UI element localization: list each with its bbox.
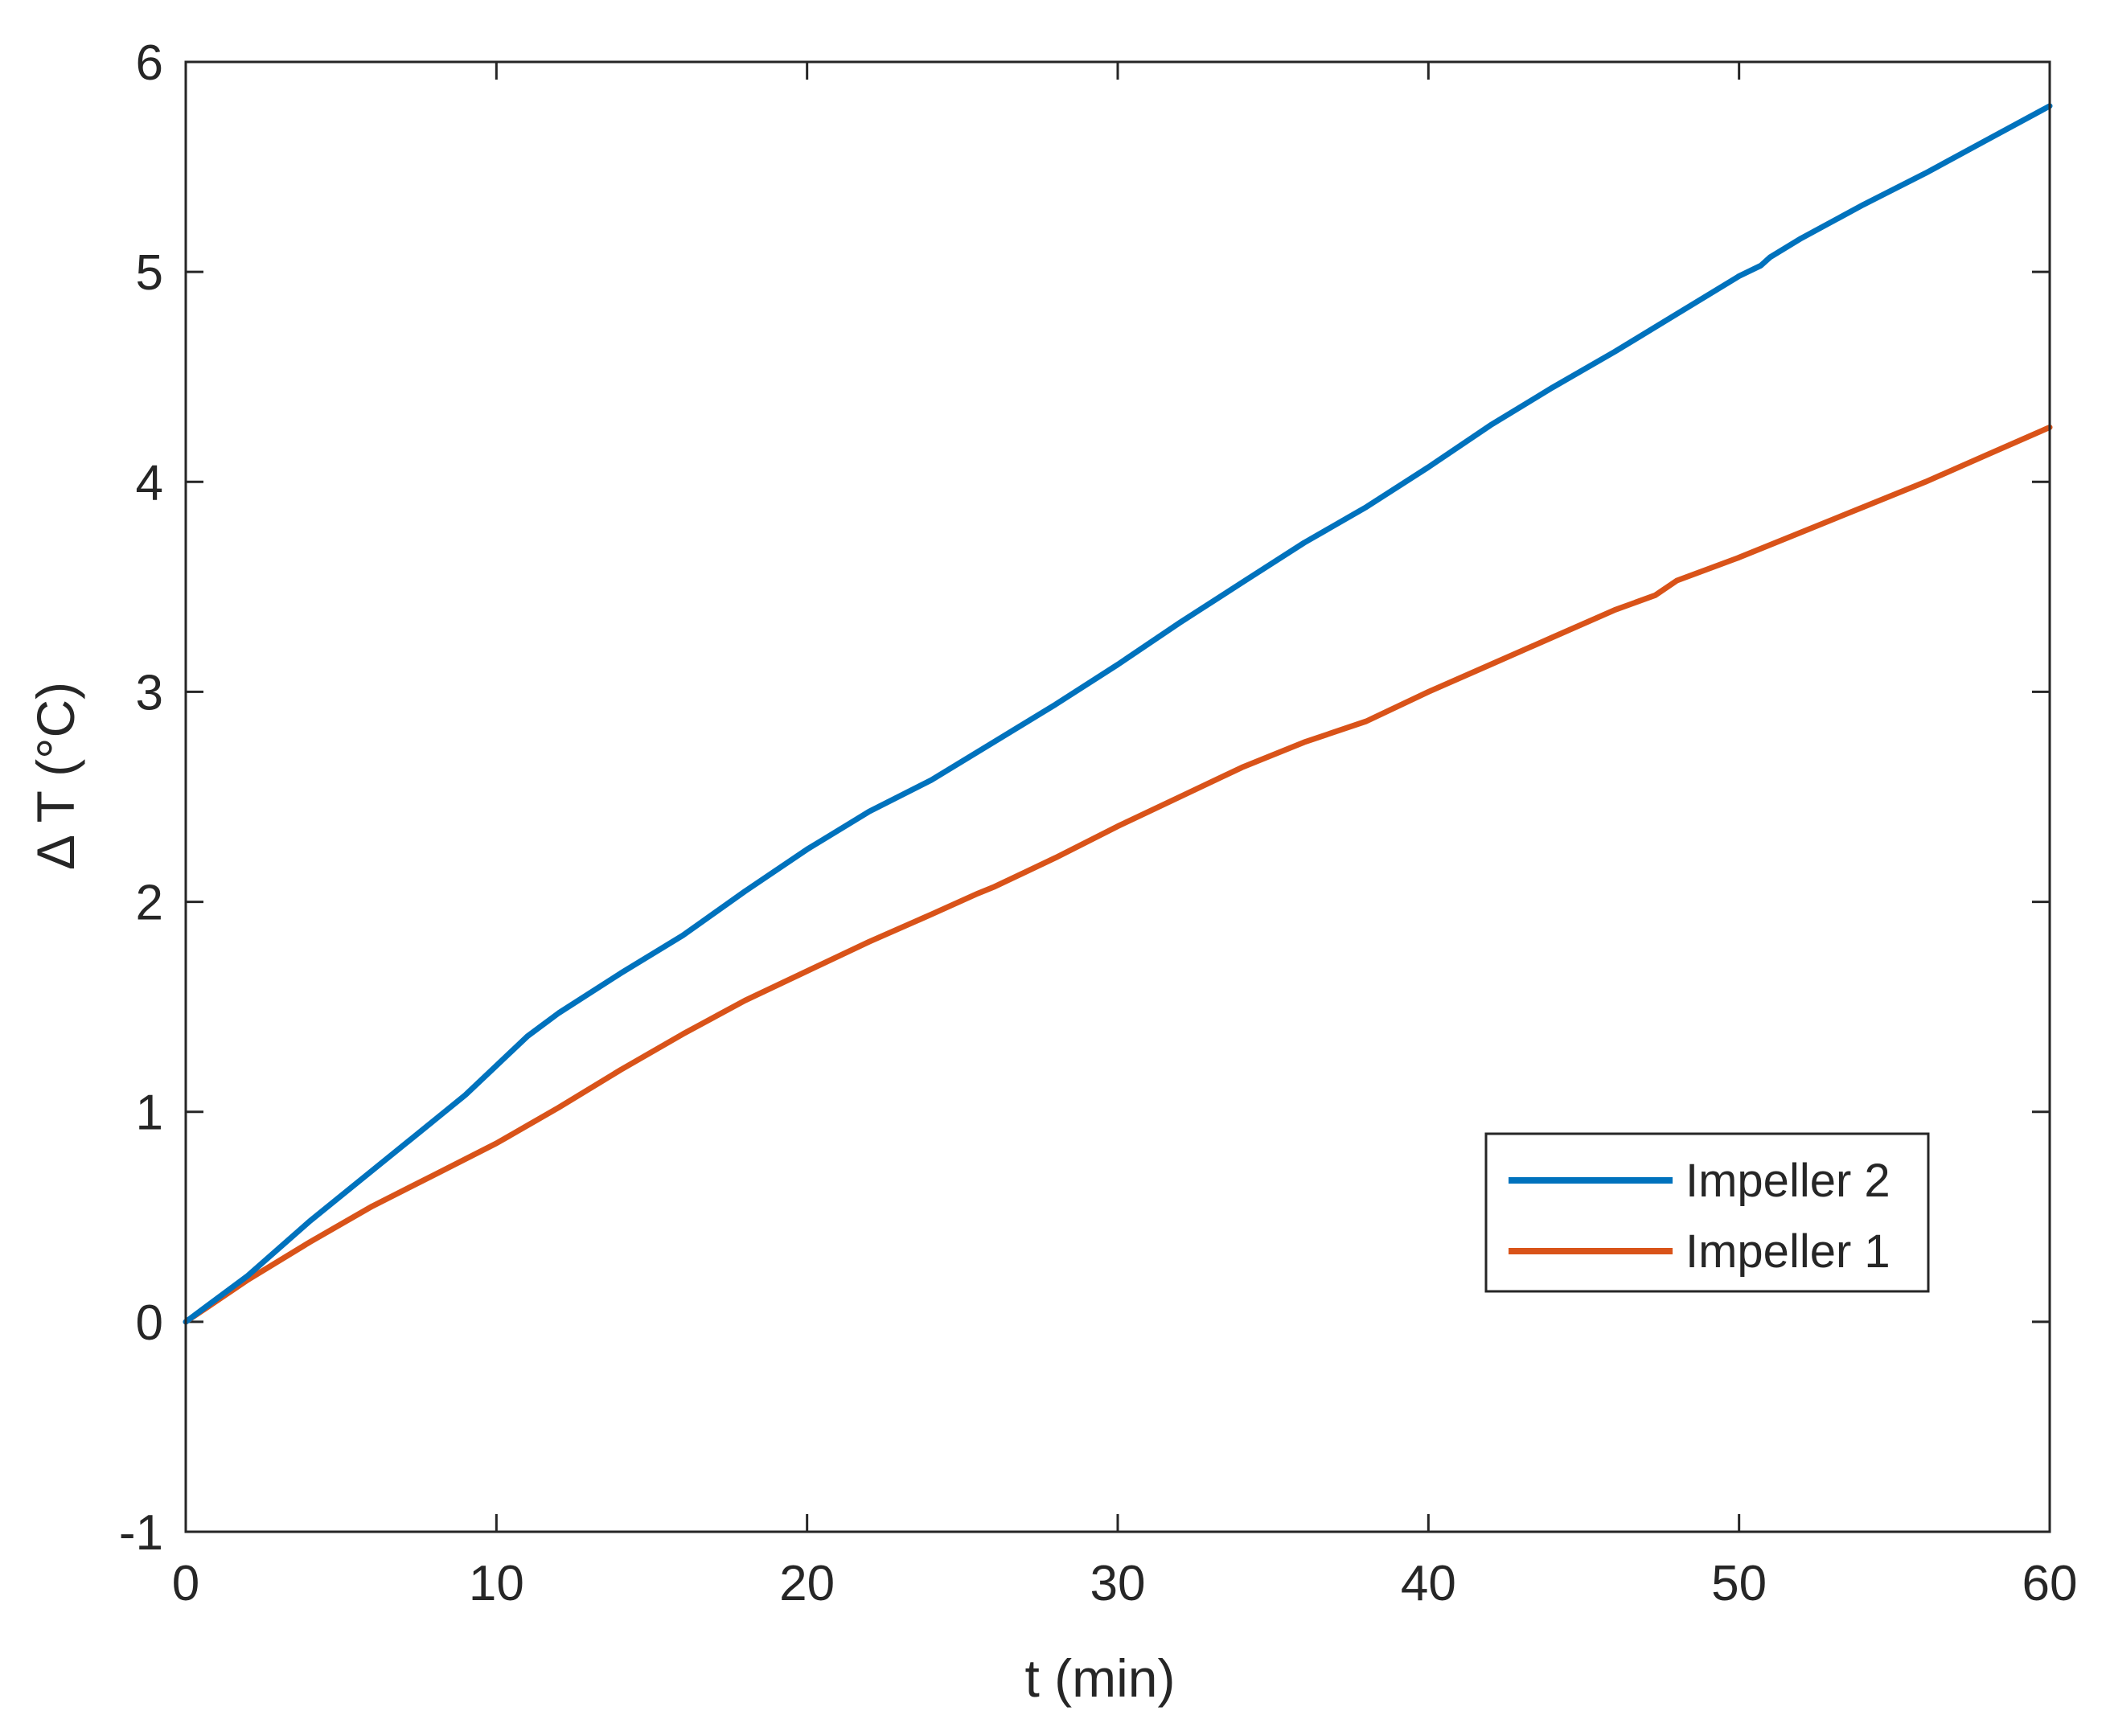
x-tick-label: 10 [469, 1556, 524, 1611]
legend-label-impeller-2: Impeller 2 [1685, 1155, 1890, 1207]
y-tick-label: 1 [136, 1086, 163, 1141]
y-tick-label: -1 [119, 1505, 163, 1561]
axes-box [184, 60, 2051, 1533]
y-tick-label: 2 [136, 876, 163, 931]
x-tick-label: 20 [779, 1556, 835, 1611]
x-tick-label: 60 [2022, 1556, 2078, 1611]
x-tick-label: 30 [1090, 1556, 1146, 1611]
y-tick-label: 0 [136, 1295, 163, 1351]
y-tick-label: 6 [136, 35, 163, 91]
y-tick-label: 3 [136, 665, 163, 720]
legend-box [1484, 1132, 1930, 1293]
y-axis-label: Δ T (°C) [26, 682, 85, 870]
plot-area [186, 62, 2050, 1532]
y-tick-label: 5 [136, 245, 163, 301]
legend-label-impeller-1: Impeller 1 [1685, 1225, 1890, 1278]
series-line-impeller-2 [183, 103, 2053, 1325]
y-tick-label: 4 [136, 455, 163, 511]
x-tick-label: 50 [1711, 1556, 1767, 1611]
series-lines [183, 103, 2053, 1325]
x-tick-label: 0 [172, 1556, 199, 1611]
x-axis-label: t (min) [1025, 1648, 1176, 1708]
x-tick-label: 40 [1401, 1556, 1456, 1611]
series-line-impeller-1 [183, 424, 2053, 1325]
axes-frame [184, 60, 2051, 1533]
legend: Impeller 2 Impeller 1 [1484, 1132, 1930, 1293]
plot-background [186, 62, 2050, 1532]
